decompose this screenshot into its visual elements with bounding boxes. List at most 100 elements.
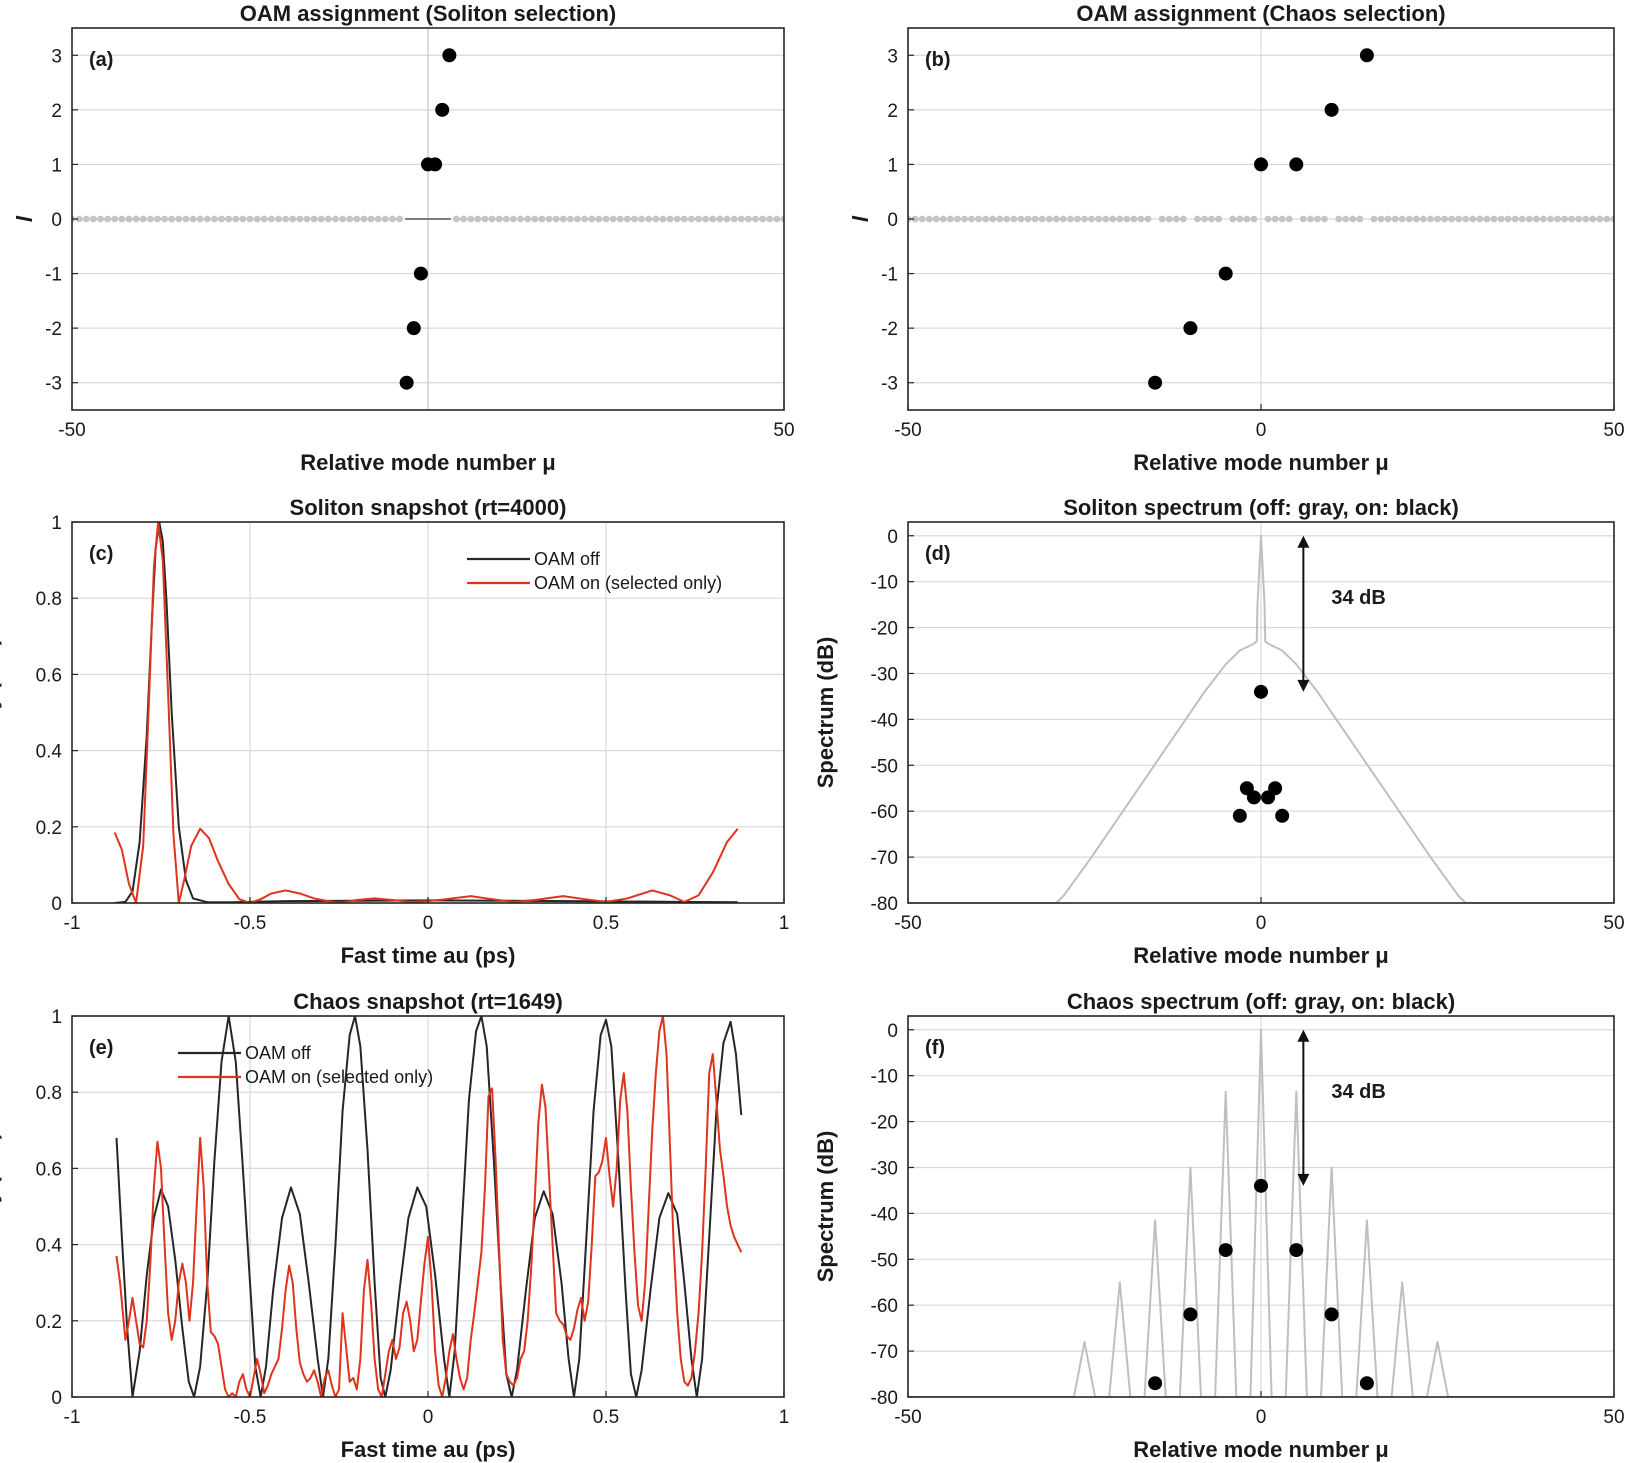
- panel-c: -1 -0.5 0 0.5 1 0 0.2 0.4 0.6 0.8 1 Soliton snapsho…: [0, 495, 789, 968]
- data-point: [1275, 808, 1290, 823]
- x-tick-label: -1: [64, 1407, 81, 1428]
- unselected-mode-marker: [1610, 215, 1614, 223]
- unselected-mode-marker: [780, 215, 784, 223]
- unselected-modes: [898, 215, 1625, 223]
- x-tick-label: -50: [58, 420, 85, 441]
- unselected-mode-marker: [1356, 215, 1364, 223]
- y-tick-label: -30: [871, 1158, 898, 1179]
- unselected-mode-marker: [545, 215, 553, 223]
- unselected-mode-marker: [788, 216, 795, 223]
- data-point: [1183, 1307, 1198, 1322]
- unselected-mode-marker: [688, 215, 695, 223]
- series-line-1: [115, 1016, 743, 1397]
- legend-label: OAM on (selected only): [245, 1067, 433, 1087]
- x-tick-label: -50: [894, 913, 921, 934]
- legend-label: OAM on (selected only): [534, 573, 722, 593]
- unselected-mode-marker: [1618, 216, 1625, 223]
- x-tick-label: 50: [1603, 420, 1624, 441]
- unselected-mode-marker: [673, 215, 681, 223]
- annotation-text: 34 dB: [1331, 587, 1385, 609]
- y-tick-label: -30: [871, 664, 898, 685]
- data-point: [435, 102, 450, 117]
- legend-label: OAM off: [534, 549, 601, 569]
- y-tick-label: -60: [871, 802, 898, 823]
- series-group: [908, 534, 1614, 903]
- y-tick-label: -3: [881, 374, 898, 395]
- y-axis-label: l: [12, 215, 37, 222]
- x-axis-label: Relative mode number μ: [1133, 450, 1389, 475]
- unselected-mode-marker: [723, 215, 731, 223]
- series-line-0: [908, 1028, 1614, 1397]
- legend: OAM off OAM on (selected only): [467, 549, 722, 593]
- unselected-mode-marker: [680, 215, 688, 223]
- y-tick-label: 0.8: [36, 1083, 62, 1104]
- x-tick-label: 0.5: [593, 1407, 619, 1428]
- y-tick-label: 1: [51, 155, 62, 176]
- series-group: [1148, 48, 1374, 390]
- data-point: [1218, 1243, 1233, 1258]
- panel-label: (a): [89, 49, 113, 71]
- data-point: [1254, 684, 1268, 699]
- unselected-mode-marker: [939, 215, 947, 223]
- y-tick-label: -70: [871, 1342, 898, 1363]
- x-axis-label: Fast time au (ps): [341, 1437, 516, 1462]
- panel-label: (b): [925, 49, 951, 71]
- y-tick-label: 3: [887, 46, 898, 67]
- y-tick-label: -1: [881, 265, 898, 286]
- x-tick-label: -0.5: [234, 1407, 267, 1428]
- y-tick-label: 3: [51, 46, 62, 67]
- unselected-mode-marker: [954, 215, 961, 223]
- y-tick-label: 0.2: [36, 1312, 62, 1333]
- x-tick-label: 1: [779, 913, 790, 934]
- y-tick-label: -2: [881, 319, 898, 340]
- data-point: [1261, 790, 1276, 805]
- y-tick-label: -50: [871, 756, 898, 777]
- data-point: [1289, 157, 1304, 172]
- unselected-mode-marker: [1215, 215, 1223, 223]
- panel-e: -1 -0.5 0 0.5 1 0 0.2 0.4 0.6 0.8 1 Chaos snapshot …: [0, 989, 789, 1462]
- y-tick-label: -80: [871, 894, 898, 915]
- x-tick-label: -0.5: [234, 913, 267, 934]
- series-line-0: [114, 522, 738, 903]
- x-tick-label: 0: [1256, 1407, 1267, 1428]
- unselected-mode-marker: [709, 215, 717, 223]
- y-tick-label: 2: [51, 101, 62, 122]
- x-tick-label: 0: [1256, 913, 1267, 934]
- unselected-mode-marker: [666, 215, 674, 223]
- legend: OAM off OAM on (selected only): [178, 1043, 433, 1087]
- y-tick-label: 0.8: [36, 589, 62, 610]
- y-tick-label: -50: [871, 1250, 898, 1271]
- series-group: [399, 48, 457, 390]
- chart-title: OAM assignment (Soliton selection): [240, 1, 616, 26]
- unselected-mode-marker: [524, 215, 532, 223]
- y-tick-label: -10: [871, 573, 898, 594]
- unselected-mode-marker: [538, 215, 546, 223]
- x-tick-label: 0: [423, 1407, 434, 1428]
- unselected-mode-marker: [652, 215, 660, 223]
- y-tick-label: 0.6: [36, 1159, 62, 1180]
- annotation: 34 dB: [1297, 1029, 1386, 1186]
- data-point: [1232, 808, 1247, 823]
- y-tick-label: -80: [871, 1388, 898, 1409]
- series-line-1: [113, 522, 739, 903]
- annotation-arrow-head-up: [1297, 535, 1310, 548]
- y-tick-label: -20: [871, 619, 898, 640]
- x-axis-label: Relative mode number μ: [1133, 943, 1389, 968]
- y-tick-label: 0.6: [36, 665, 62, 686]
- data-point: [1148, 375, 1163, 390]
- unselected-mode-marker: [1003, 215, 1011, 223]
- data-point: [399, 375, 414, 390]
- unselected-mode-marker: [911, 215, 919, 223]
- x-tick-label: 0: [1256, 420, 1267, 441]
- y-tick-label: 0: [51, 1388, 62, 1409]
- unselected-mode-marker: [968, 215, 975, 223]
- y-axis-label: Spectrum (dB): [813, 1131, 838, 1283]
- unselected-mode-marker: [898, 216, 905, 223]
- x-tick-label: 1: [779, 1407, 790, 1428]
- data-point: [1359, 48, 1374, 63]
- x-tick-label: 50: [1603, 1407, 1624, 1428]
- y-axis-label: Spectrum (dB): [813, 637, 838, 789]
- chart-title: OAM assignment (Chaos selection): [1076, 1, 1445, 26]
- legend-label: OAM off: [245, 1043, 312, 1063]
